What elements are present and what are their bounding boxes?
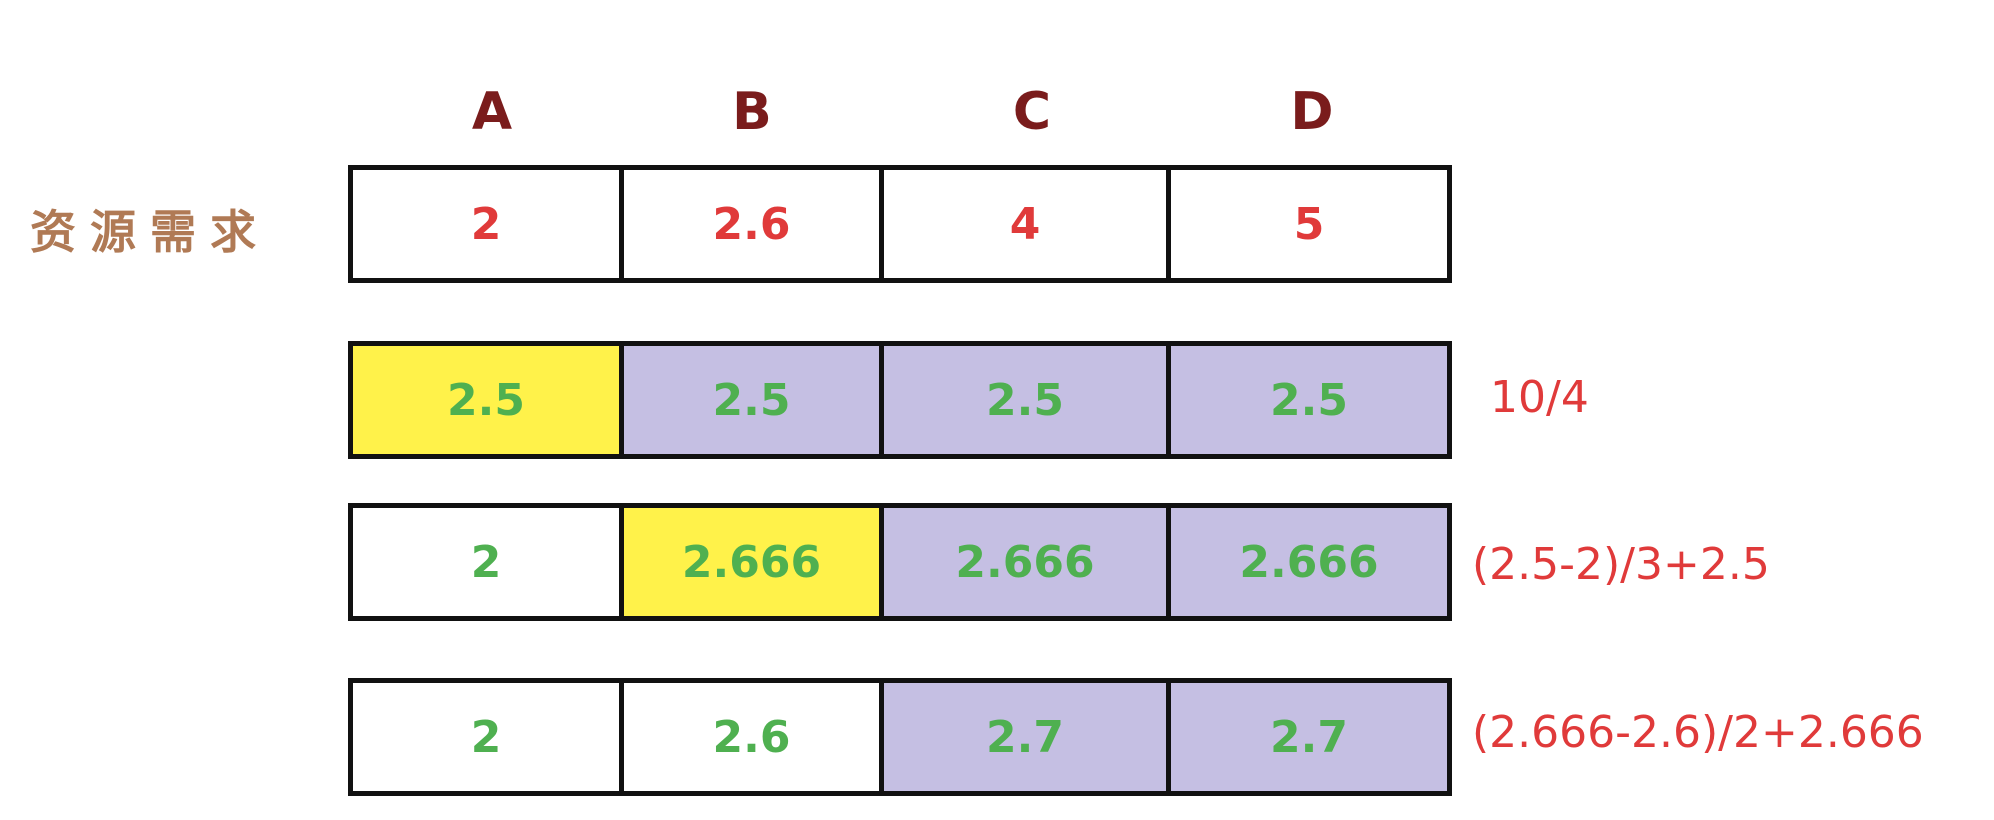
demand-cell-c: 4 bbox=[884, 170, 1171, 278]
allocation-row-2: 2 2.666 2.666 2.666 bbox=[348, 503, 1452, 621]
allocation-3-cell-a: 2 bbox=[353, 683, 624, 791]
allocation-3-cell-b: 2.6 bbox=[624, 683, 884, 791]
allocation-2-cell-d: 2.666 bbox=[1171, 508, 1447, 616]
formula-row-2: (2.5-2)/3+2.5 bbox=[1472, 539, 1770, 590]
allocation-3-cell-c: 2.7 bbox=[884, 683, 1171, 791]
column-header-a: A bbox=[471, 82, 513, 142]
allocation-1-cell-a: 2.5 bbox=[353, 346, 624, 454]
allocation-row-3: 2 2.6 2.7 2.7 bbox=[348, 678, 1452, 796]
allocation-1-cell-b: 2.5 bbox=[624, 346, 884, 454]
allocation-2-cell-b: 2.666 bbox=[624, 508, 884, 616]
column-header-d: D bbox=[1290, 82, 1334, 142]
demand-cell-b: 2.6 bbox=[624, 170, 884, 278]
allocation-3-cell-d: 2.7 bbox=[1171, 683, 1447, 791]
column-header-c: C bbox=[1012, 82, 1052, 142]
demand-row: 2 2.6 4 5 bbox=[348, 165, 1452, 283]
formula-row-1: 10/4 bbox=[1490, 372, 1589, 423]
demand-cell-d: 5 bbox=[1171, 170, 1447, 278]
allocation-1-cell-c: 2.5 bbox=[884, 346, 1171, 454]
allocation-1-cell-d: 2.5 bbox=[1171, 346, 1447, 454]
allocation-row-1: 2.5 2.5 2.5 2.5 bbox=[348, 341, 1452, 459]
resource-demand-label: 资源需求 bbox=[30, 205, 270, 259]
allocation-2-cell-c: 2.666 bbox=[884, 508, 1171, 616]
formula-row-3: (2.666-2.6)/2+2.666 bbox=[1472, 707, 1924, 758]
demand-cell-a: 2 bbox=[353, 170, 624, 278]
column-header-b: B bbox=[732, 82, 772, 142]
allocation-2-cell-a: 2 bbox=[353, 508, 624, 616]
